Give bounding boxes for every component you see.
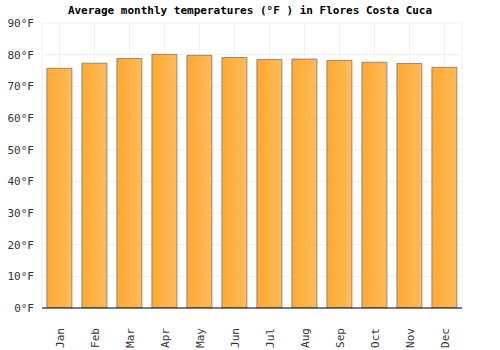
svg-text:50°F: 50°F bbox=[8, 144, 34, 157]
svg-text:20°F: 20°F bbox=[8, 239, 34, 252]
svg-text:90°F: 90°F bbox=[8, 17, 34, 30]
svg-text:Nov: Nov bbox=[404, 328, 417, 348]
svg-text:30°F: 30°F bbox=[8, 207, 34, 220]
svg-text:Jul: Jul bbox=[264, 328, 277, 348]
svg-text:Sep: Sep bbox=[334, 328, 347, 348]
svg-text:Jun: Jun bbox=[229, 328, 242, 348]
svg-text:80°F: 80°F bbox=[8, 49, 34, 62]
svg-text:Jan: Jan bbox=[54, 328, 67, 348]
svg-text:May: May bbox=[194, 328, 207, 348]
svg-text:Dec: Dec bbox=[439, 328, 452, 348]
svg-text:60°F: 60°F bbox=[8, 112, 34, 125]
svg-text:40°F: 40°F bbox=[8, 175, 34, 188]
svg-text:70°F: 70°F bbox=[8, 80, 34, 93]
svg-text:Mar: Mar bbox=[124, 328, 137, 348]
svg-text:Apr: Apr bbox=[159, 328, 172, 348]
svg-text:Oct: Oct bbox=[369, 328, 382, 348]
svg-text:Aug: Aug bbox=[299, 328, 312, 348]
svg-text:10°F: 10°F bbox=[8, 270, 34, 283]
html-text:Average monthly temperatures (: Average monthly temperatures (°F ) in Fl… bbox=[67, 4, 433, 17]
svg-text:0°F: 0°F bbox=[14, 302, 34, 315]
svg-text:Feb: Feb bbox=[89, 328, 102, 348]
